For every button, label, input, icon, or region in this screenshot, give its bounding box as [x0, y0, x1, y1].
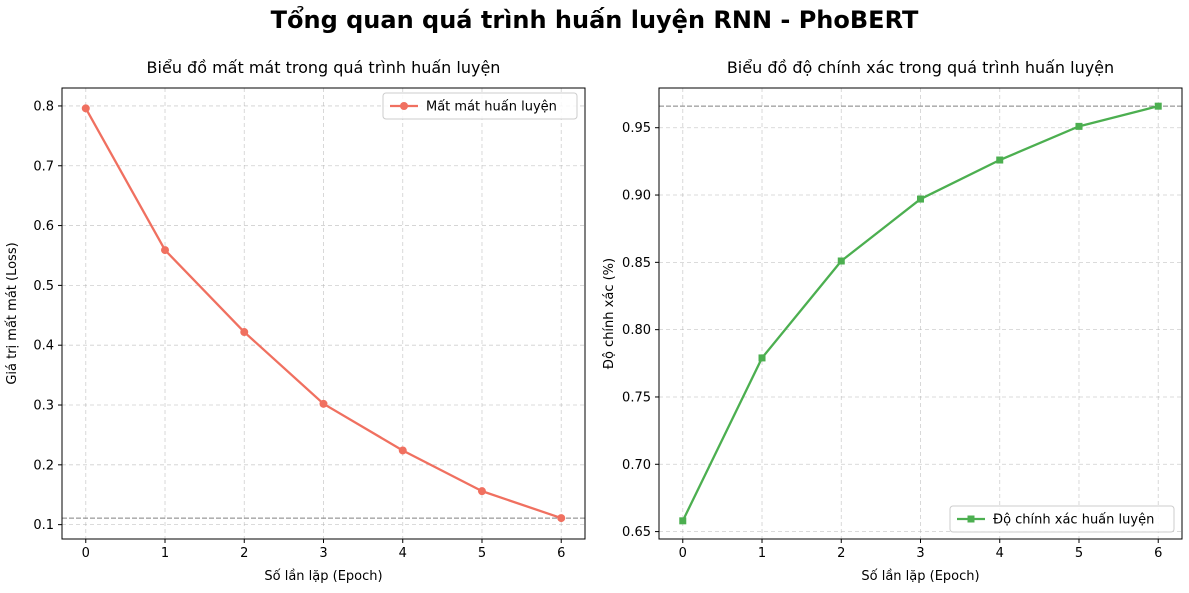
y-tick-label: 0.6: [33, 219, 54, 234]
legend: Mất mát huấn luyện: [382, 92, 578, 120]
x-tick-label: 4: [399, 546, 407, 561]
x-tick-label: 6: [1154, 546, 1162, 561]
data-point: [319, 399, 328, 408]
y-tick-label: 0.70: [622, 458, 651, 473]
data-point: [81, 104, 90, 113]
x-tick-label: 5: [478, 546, 486, 561]
data-point: [996, 156, 1004, 164]
x-tick-label: 1: [758, 546, 766, 561]
chart-panel-2: Biểu đồ độ chính xác trong quá trình huấ…: [602, 58, 1183, 584]
y-tick-label: 0.95: [622, 121, 651, 136]
x-tick-label: 6: [557, 546, 565, 561]
figure-title: Tổng quan quá trình huấn luyện RNN - Pho…: [270, 6, 919, 34]
y-tick-label: 0.3: [33, 399, 54, 414]
legend-label: Độ chính xác huấn luyện: [993, 513, 1154, 528]
data-point: [1154, 102, 1162, 110]
legend-label: Mất mát huấn luyện: [426, 100, 557, 115]
chart-title: Biểu đồ độ chính xác trong quá trình huấ…: [727, 58, 1114, 77]
x-tick-label: 2: [240, 546, 248, 561]
data-point: [557, 514, 566, 523]
x-tick-label: 3: [319, 546, 327, 561]
y-tick-label: 0.4: [33, 339, 54, 354]
legend-box: [949, 505, 1175, 533]
y-tick-label: 0.8: [33, 99, 54, 114]
data-point: [917, 195, 924, 203]
y-tick-label: 0.1: [33, 518, 54, 533]
y-tick-label: 0.75: [622, 390, 651, 405]
data-point: [477, 487, 486, 496]
y-tick-label: 0.65: [622, 525, 651, 540]
chart-panel-1: Biểu đồ mất mát trong quá trình huấn luy…: [5, 58, 586, 584]
x-tick-label: 0: [82, 546, 90, 561]
data-point: [679, 517, 687, 525]
x-tick-label: 3: [916, 546, 924, 561]
data-point: [837, 257, 845, 265]
x-tick-label: 4: [996, 546, 1004, 561]
data-point: [161, 246, 170, 255]
x-axis-label: Số lần lặp (Epoch): [861, 569, 979, 584]
legend-box: [382, 92, 578, 120]
y-axis-label: Giá trị mất mát (Loss): [5, 242, 20, 384]
data-point: [758, 354, 766, 362]
chart-title: Biểu đồ mất mát trong quá trình huấn luy…: [147, 58, 501, 77]
x-tick-label: 0: [679, 546, 687, 561]
data-point: [240, 328, 249, 337]
y-tick-label: 0.2: [33, 458, 54, 473]
x-tick-label: 2: [837, 546, 845, 561]
x-axis-label: Số lần lặp (Epoch): [264, 569, 382, 584]
legend-marker: [400, 102, 408, 110]
legend: Độ chính xác huấn luyện: [949, 505, 1175, 533]
y-tick-label: 0.90: [622, 189, 651, 204]
y-tick-label: 0.5: [33, 279, 54, 294]
data-point: [1075, 122, 1083, 130]
data-point: [398, 446, 407, 455]
x-tick-label: 1: [161, 546, 169, 561]
y-tick-label: 0.85: [622, 256, 651, 271]
y-tick-label: 0.7: [33, 159, 54, 174]
y-axis-label: Độ chính xác (%): [602, 258, 617, 369]
legend-marker: [967, 515, 975, 523]
x-tick-label: 5: [1075, 546, 1083, 561]
y-tick-label: 0.80: [622, 323, 651, 338]
